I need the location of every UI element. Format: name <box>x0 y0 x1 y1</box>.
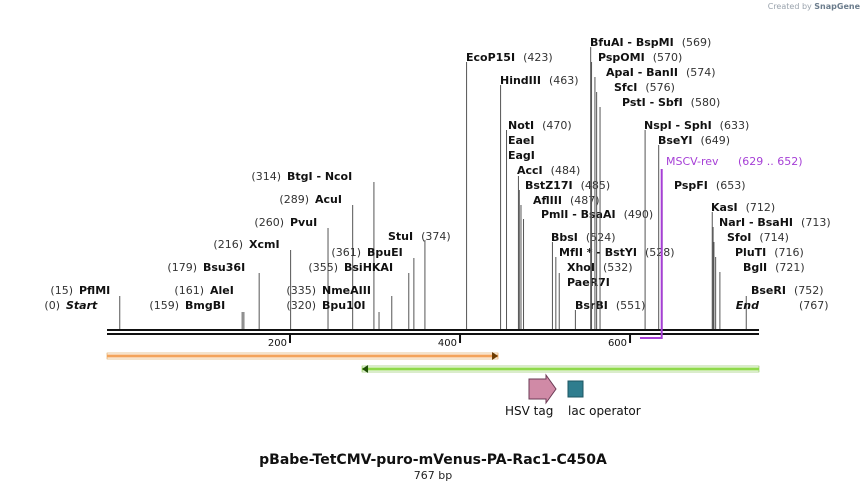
site-stui-pos: (374) <box>421 230 451 243</box>
site-hindiii-pos: (463) <box>549 74 579 87</box>
ruler-label-200: 200 <box>268 338 287 349</box>
site-kasi-label: KasI <box>711 201 738 214</box>
site-sfci-label: SfcI <box>614 81 637 94</box>
site-pflmi-label: PflMI <box>79 284 110 297</box>
site-mfii-bstyi-pos: (528) <box>645 246 675 259</box>
site-pflmi-pos: (15) <box>50 284 73 297</box>
site-bpuei-label: BpuEI <box>367 246 403 259</box>
site-start-label: Start <box>66 299 98 312</box>
site-pvui-label: PvuI <box>290 216 317 229</box>
site-alei-label: AleI <box>210 284 234 297</box>
site-bbsi-pos: (524) <box>586 231 616 244</box>
site-afliii-pos: (487) <box>570 194 600 207</box>
site-stui-label: StuI <box>388 230 413 243</box>
end-label: End <box>736 299 759 312</box>
site-bsu36i-pos: (179) <box>167 261 197 274</box>
site-nmeaiii-label: NmeAIII <box>322 284 371 297</box>
site-pmli-bsaai-label: PmlI - BsaAI <box>541 208 616 221</box>
site-eaei-label: EaeI <box>508 134 535 147</box>
site-bgli-pos: (721) <box>775 261 805 274</box>
site-sfoi-pos: (714) <box>759 231 789 244</box>
site-xcmi-label: XcmI <box>249 238 280 251</box>
ruler-label-400: 400 <box>438 338 457 349</box>
plasmid-title: pBabe-TetCMV-puro-mVenus-PA-Rac1-C450A <box>259 452 607 468</box>
site-xhoi-label: XhoI <box>567 261 595 274</box>
site-noti-pos: (470) <box>542 119 572 132</box>
site-bpu10i-label: Bpu10I <box>322 299 366 312</box>
site-sfci-pos: (576) <box>645 81 675 94</box>
site-bmgbi-label: BmgBI <box>185 299 225 312</box>
site-bseri-label: BseRI <box>751 284 786 297</box>
site-psti-sbfi-label: PstI - SbfI <box>622 96 683 109</box>
site-bbsi-label: BbsI <box>551 231 578 244</box>
site-btgi-ncoi-label: BtgI - NcoI <box>287 170 352 183</box>
site-bfuai-bspmi-label: BfuAI - BspMI <box>590 36 674 49</box>
site-pvui-pos: (260) <box>254 216 284 229</box>
site-apai-banii-label: ApaI - BanII <box>606 66 678 79</box>
legend-lac-operator-label: lac operator <box>568 404 641 418</box>
site-nmeaiii-pos: (335) <box>286 284 316 297</box>
site-start-pos: (0) <box>44 299 60 312</box>
primer-mscv-rev-label: MSCV-rev <box>666 155 719 168</box>
site-mfii-bstyi-label: MfII * - BstYI <box>559 246 637 259</box>
site-xhoi-pos: (532) <box>603 261 633 274</box>
site-bsihkai-pos: (355) <box>308 261 338 274</box>
site-hindiii-label: HindIII <box>500 74 541 87</box>
site-xcmi-pos: (216) <box>213 238 243 251</box>
site-nari-bsahi-pos: (713) <box>801 216 831 229</box>
site-alei-pos: (161) <box>174 284 204 297</box>
snapgene-logo: SnapGene <box>814 2 860 11</box>
site-bmgbi-pos: (159) <box>149 299 179 312</box>
site-pspomi-pos: (570) <box>653 51 683 64</box>
orange-feature-arrowhead <box>492 352 499 360</box>
site-btgi-ncoi-pos: (314) <box>251 170 281 183</box>
primer-mscv-rev-range: (629 .. 652) <box>738 155 803 168</box>
primer-mscv-rev-arrow <box>640 169 663 339</box>
site-bsrbi-pos: (551) <box>616 299 646 312</box>
site-apai-banii-pos: (574) <box>686 66 716 79</box>
site-afliii-label: AflIII <box>533 194 562 207</box>
site-pspomi-label: PspOMI <box>598 51 645 64</box>
legend-hsv-tag-swatch <box>528 373 557 405</box>
site-bpuei-pos: (361) <box>331 246 361 259</box>
site-bsu36i-label: Bsu36I <box>203 261 245 274</box>
site-pmli-bsaai-pos: (490) <box>624 208 654 221</box>
site-pspfi-pos: (653) <box>716 179 746 192</box>
site-bstz17i-label: BstZ17I <box>525 179 573 192</box>
site-bgli-label: BglI <box>743 261 767 274</box>
site-noti-label: NotI <box>508 119 534 132</box>
site-pluti-label: PluTI <box>735 246 766 259</box>
site-bseri-pos: (752) <box>794 284 824 297</box>
site-nspi-sphi-pos: (633) <box>720 119 750 132</box>
site-nspi-sphi-label: NspI - SphI <box>644 119 712 132</box>
site-acui-pos: (289) <box>279 193 309 206</box>
legend-lac-operator-swatch <box>567 380 584 398</box>
site-bseyi-pos: (649) <box>700 134 730 147</box>
site-paer7i-label: PaeR7I <box>567 276 610 289</box>
site-bpu10i-pos: (320) <box>286 299 316 312</box>
legend-hsv-tag-label: HSV tag <box>505 404 553 418</box>
site-sfoi-label: SfoI <box>727 231 751 244</box>
credit-prefix: Created by <box>767 2 812 11</box>
site-bsihkai-label: BsiHKAI <box>344 261 393 274</box>
site-kasi-pos: (712) <box>746 201 776 214</box>
site-pluti-pos: (716) <box>774 246 804 259</box>
site-nari-bsahi-label: NarI - BsaHI <box>719 216 793 229</box>
end-pos: (767) <box>799 299 829 312</box>
site-psti-sbfi-pos: (580) <box>691 96 721 109</box>
site-acui-label: AcuI <box>315 193 342 206</box>
ruler-label-600: 600 <box>608 338 627 349</box>
site-acci-pos: (484) <box>551 164 581 177</box>
site-ecop15i-label: EcoP15I <box>466 51 515 64</box>
site-acci-label: AccI <box>517 164 543 177</box>
site-bseyi-label: BseYI <box>658 134 692 147</box>
site-bfuai-bspmi-pos: (569) <box>682 36 712 49</box>
green-feature-arrowhead <box>362 365 369 373</box>
site-pspfi-label: PspFI <box>674 179 708 192</box>
site-ecop15i-pos: (423) <box>523 51 553 64</box>
snapgene-credit: Created by SnapGene <box>768 2 860 11</box>
plasmid-length: 767 bp <box>413 469 453 482</box>
site-eagi-label: EagI <box>508 149 535 162</box>
